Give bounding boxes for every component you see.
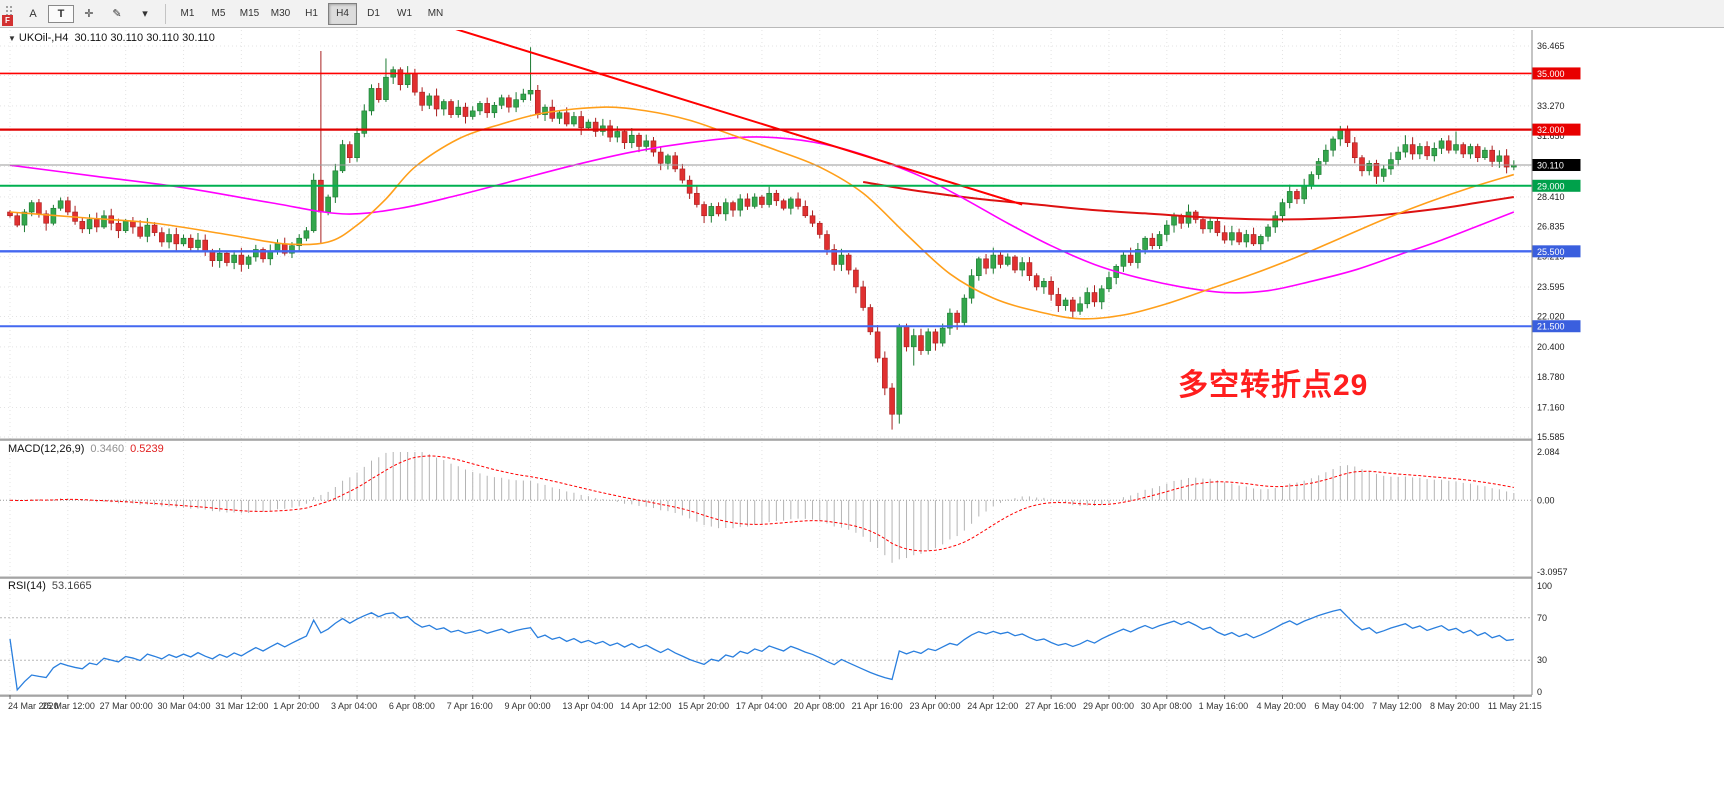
symbol-label: UKOil-,H4 [18,32,69,44]
svg-text:8 May 20:00: 8 May 20:00 [1430,701,1480,711]
svg-text:18.780: 18.780 [1537,372,1565,382]
tf-button-D1[interactable]: D1 [367,7,380,19]
svg-text:-3.0957: -3.0957 [1537,567,1568,577]
svg-text:20 Apr 08:00: 20 Apr 08:00 [794,701,845,711]
chart-area: 36.46533.27031.65028.41026.83525.21523.5… [0,28,1724,793]
svg-text:30 Apr 08:00: 30 Apr 08:00 [1141,701,1192,711]
svg-text:13 Apr 04:00: 13 Apr 04:00 [562,701,613,711]
svg-text:33.270: 33.270 [1537,101,1565,111]
symbol-dropdown-icon[interactable]: ▼ [8,34,16,43]
svg-text:7 May 12:00: 7 May 12:00 [1372,701,1422,711]
svg-text:27 Mar 00:00: 27 Mar 00:00 [100,701,153,711]
svg-text:36.465: 36.465 [1537,41,1565,51]
svg-text:100: 100 [1537,581,1552,591]
svg-text:31.650: 31.650 [1537,131,1565,141]
svg-text:20.400: 20.400 [1537,342,1565,352]
grid-layer [0,30,1532,694]
tf-button-W1[interactable]: W1 [397,7,412,19]
svg-text:30: 30 [1537,655,1547,665]
font-tool-icon[interactable]: A [29,7,37,20]
svg-text:14 Apr 12:00: 14 Apr 12:00 [620,701,671,711]
timeframe-buttons: M1 M5 M15 M30 H1 H4 D1 W1 MN [172,2,451,25]
tf-button-M15[interactable]: M15 [239,7,260,19]
tools-dropdown-icon[interactable]: ▾ [142,7,148,20]
toolbar-grip-icon[interactable] [5,4,14,23]
svg-text:15.585: 15.585 [1537,432,1565,442]
price-axis: 36.46533.27031.65028.41026.83525.21523.5… [1532,41,1581,697]
toolbar-tools: A T ✛ ✎ ▾ [19,3,159,25]
tf-button-M30[interactable]: M30 [270,7,291,19]
svg-text:15 Apr 20:00: 15 Apr 20:00 [678,701,729,711]
svg-text:24 Apr 12:00: 24 Apr 12:00 [967,701,1018,711]
text-tool-icon[interactable]: T [48,4,74,23]
svg-text:35.000: 35.000 [1537,69,1565,79]
svg-text:1 Apr 20:00: 1 Apr 20:00 [273,701,319,711]
chart-canvas[interactable]: 36.46533.27031.65028.41026.83525.21523.5… [0,28,1724,793]
tf-button-M1[interactable]: M1 [180,7,195,19]
svg-text:17.160: 17.160 [1537,403,1565,413]
svg-text:70: 70 [1537,613,1547,623]
tf-button-M5[interactable]: M5 [211,7,226,19]
toolbar-separator [165,3,166,24]
svg-text:4 May 20:00: 4 May 20:00 [1256,701,1306,711]
svg-text:1 May 16:00: 1 May 16:00 [1199,701,1249,711]
svg-text:28.410: 28.410 [1537,192,1565,202]
svg-text:24 Mar 2020: 24 Mar 2020 [8,701,59,711]
tf-button-MN[interactable]: MN [427,7,444,19]
svg-text:2.084: 2.084 [1537,447,1560,457]
crosshair-icon[interactable]: ✛ [84,7,94,20]
svg-text:6 May 04:00: 6 May 04:00 [1314,701,1364,711]
svg-text:29.000: 29.000 [1537,181,1565,191]
svg-text:25 Mar 12:00: 25 Mar 12:00 [42,701,95,711]
svg-text:7 Apr 16:00: 7 Apr 16:00 [447,701,493,711]
trendline [455,30,1023,206]
svg-text:3 Apr 04:00: 3 Apr 04:00 [331,701,377,711]
svg-text:0.00: 0.00 [1537,495,1555,505]
svg-text:17 Apr 04:00: 17 Apr 04:00 [736,701,787,711]
svg-text:0: 0 [1537,687,1542,697]
rsi-layer [0,608,1532,692]
svg-text:30 Mar 04:00: 30 Mar 04:00 [158,701,211,711]
macd-layer [0,452,1532,563]
tf-button-H1[interactable]: H1 [305,7,318,19]
svg-text:26.835: 26.835 [1537,221,1565,231]
svg-text:9 Apr 00:00: 9 Apr 00:00 [505,701,551,711]
svg-text:21 Apr 16:00: 21 Apr 16:00 [852,701,903,711]
svg-text:27 Apr 16:00: 27 Apr 16:00 [1025,701,1076,711]
svg-text:21.500: 21.500 [1537,322,1565,332]
svg-text:32.000: 32.000 [1537,125,1565,135]
svg-text:29 Apr 00:00: 29 Apr 00:00 [1083,701,1134,711]
svg-text:31 Mar 12:00: 31 Mar 12:00 [215,701,268,711]
toolbar: A T ✛ ✎ ▾ M1 M5 M15 M30 H1 H4 D1 W1 MN F [0,0,1724,28]
svg-text:30.110: 30.110 [1537,161,1564,171]
svg-text:22.020: 22.020 [1537,311,1565,321]
candles-layer [7,47,1517,430]
svg-text:6 Apr 08:00: 6 Apr 08:00 [389,701,435,711]
tf-button-H4[interactable]: H4 [328,2,357,25]
svg-text:23 Apr 00:00: 23 Apr 00:00 [909,701,960,711]
f-indicator-icon: F [2,15,13,26]
svg-text:25.500: 25.500 [1537,247,1565,257]
svg-text:11 May 21:15: 11 May 21:15 [1488,701,1542,711]
symbol-ohlc-line: ▼ UKOil-,H4 30.110 30.110 30.110 30.110 [8,32,215,44]
svg-text:23.595: 23.595 [1537,282,1565,292]
hlines-layer [0,72,1532,328]
draw-tool-icon[interactable]: ✎ [112,7,122,20]
ohlc-values: 30.110 30.110 30.110 30.110 [74,32,215,44]
